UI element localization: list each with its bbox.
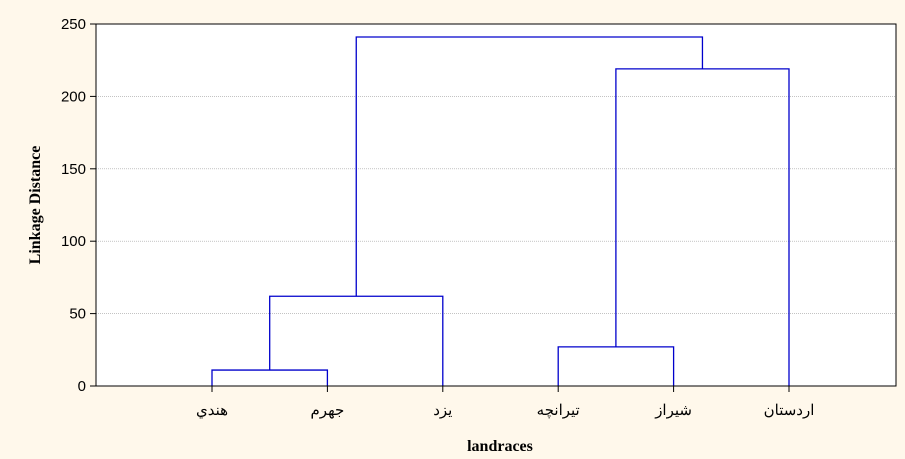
plot-border (95, 23, 897, 387)
y-tick-label-1: 50 (69, 306, 86, 323)
plot-area (96, 24, 896, 386)
y-axis: 0 50 100 150 200 250 (61, 16, 96, 395)
x-tick-label-5: اردستان (764, 402, 815, 419)
x-tick-label-0: هندي (196, 402, 228, 419)
x-axis-title: landraces (467, 438, 533, 455)
y-tick-label-5: 250 (61, 16, 86, 33)
grid-lines (96, 96, 896, 314)
y-tick-label-3: 150 (61, 161, 86, 178)
y-axis-title: Linkage Distance (27, 146, 44, 265)
y-tick-label-4: 200 (61, 88, 86, 105)
y-tick-label-2: 100 (61, 233, 86, 250)
x-tick-label-2: يزد (433, 402, 452, 419)
y-tick-label-0: 0 (78, 378, 86, 395)
x-axis: هندي جهرم يزد تيرانچه شيراز اردستان (196, 386, 814, 419)
x-tick-label-3: تيرانچه (537, 402, 580, 419)
dendrogram-link-4 (355, 36, 704, 297)
x-tick-label-4: شيراز (654, 402, 692, 419)
dendrogram-tree (211, 36, 790, 386)
x-tick-label-1: جهرم (311, 402, 345, 419)
